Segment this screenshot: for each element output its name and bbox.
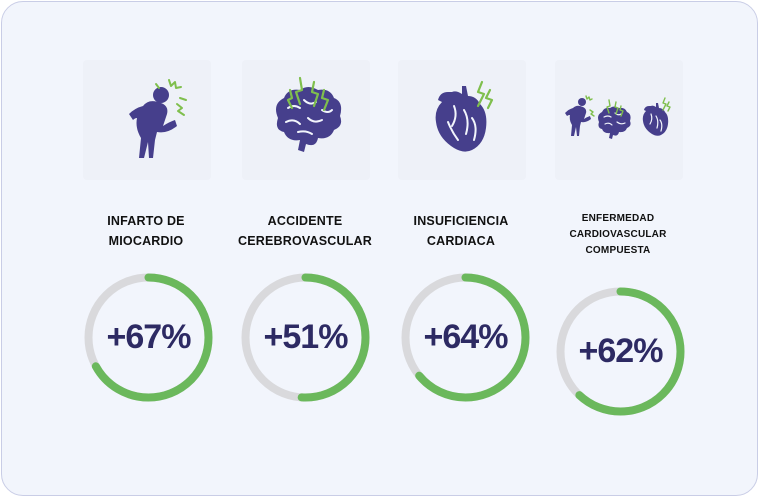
stat-infarto: INFARTO DE MIOCARDIO +67%	[70, 2, 222, 497]
stat-label: INSUFICIENCIA CARDIACA	[413, 214, 509, 248]
brain-lightning-icon	[242, 60, 370, 180]
person-chest-pain-icon	[83, 60, 211, 180]
ring-progress	[84, 273, 213, 402]
ring-progress	[556, 287, 685, 416]
stat-value: +62%	[578, 332, 664, 370]
progress-ring: +64%	[399, 271, 532, 404]
stat-label: ENFERMEDAD CARDIOVASCULAR COMPUESTA	[569, 213, 667, 256]
combined-cardiovascular-icon	[555, 60, 683, 180]
progress-ring: +67%	[82, 271, 215, 404]
ring-progress	[241, 273, 370, 402]
heart-lightning-icon	[398, 60, 526, 180]
stat-value: +64%	[423, 318, 509, 356]
stat-insuficiencia: INSUFICIENCIA CARDIACA +64%	[385, 2, 537, 497]
stat-compuesta: ENFERMEDAD CARDIOVASCULAR COMPUESTA +62%	[542, 2, 694, 497]
ring-progress	[401, 273, 530, 402]
progress-ring: +51%	[239, 271, 372, 404]
progress-ring: +62%	[554, 285, 687, 418]
stat-label: ACCIDENTE CEREBROVASCULAR	[237, 214, 373, 248]
stat-value: +51%	[263, 318, 349, 356]
stat-accidente: ACCIDENTE CEREBROVASCULAR +51%	[229, 2, 381, 497]
stat-value: +67%	[106, 318, 192, 356]
stat-label: INFARTO DE MIOCARDIO	[107, 214, 185, 248]
